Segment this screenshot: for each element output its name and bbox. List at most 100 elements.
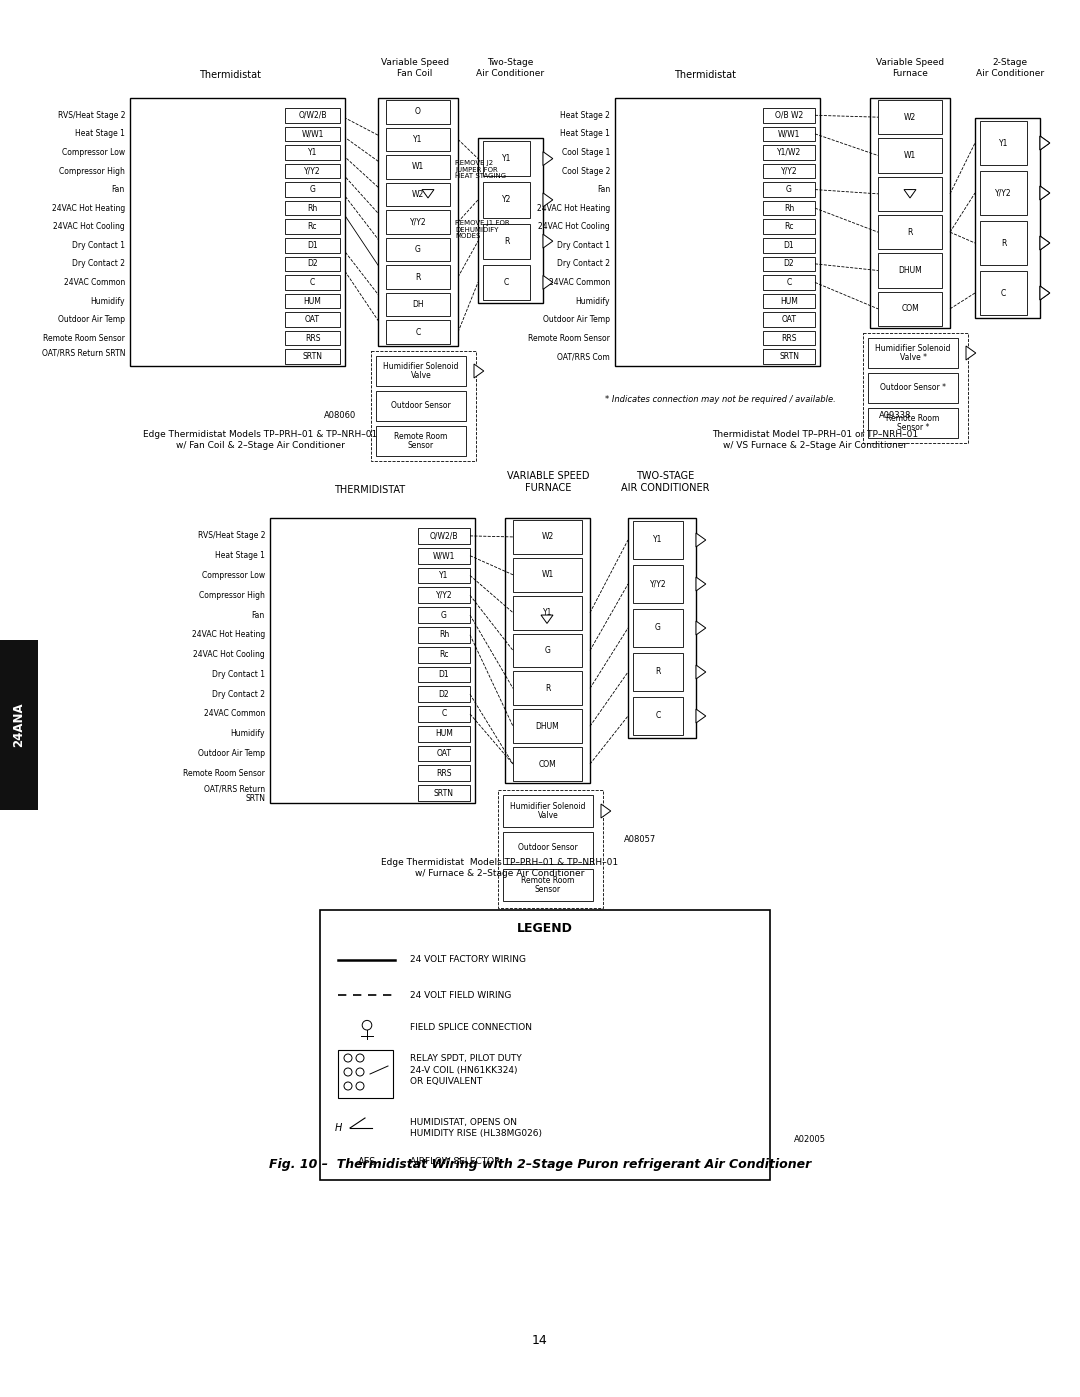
Text: Rh: Rh [308,204,318,212]
Bar [762,145,815,159]
Bar [633,564,683,604]
Text: Compressor Low: Compressor Low [62,148,125,156]
Text: FIELD SPLICE CONNECTION: FIELD SPLICE CONNECTION [410,1024,532,1032]
Polygon shape [1040,286,1050,300]
Text: Compressor Low: Compressor Low [202,571,265,580]
Bar [980,170,1027,215]
Text: Fan: Fan [597,184,610,194]
Text: Outdoor Air Temp: Outdoor Air Temp [543,316,610,324]
Text: Y/Y2: Y/Y2 [305,166,321,176]
Text: LEGEND: LEGEND [517,922,572,935]
Bar [483,224,530,258]
Text: Dry Contact 2: Dry Contact 2 [212,690,265,698]
Polygon shape [696,665,706,679]
Bar [0,640,38,810]
Text: Remote Room Sensor: Remote Room Sensor [528,334,610,342]
Bar [418,627,470,643]
Bar [285,127,340,141]
Text: C: C [504,278,509,286]
Bar [418,528,470,543]
Circle shape [362,1020,372,1030]
Bar [483,182,530,218]
Text: Outdoor Sensor: Outdoor Sensor [391,401,450,411]
Text: 24VAC Hot Cooling: 24VAC Hot Cooling [538,222,610,232]
Text: Thermidistat Model TP–PRH–01 or TP–NRH–01
w/ VS Furnace & 2–Stage Air Conditione: Thermidistat Model TP–PRH–01 or TP–NRH–0… [712,430,918,450]
Bar [418,785,470,800]
Text: 24ANA: 24ANA [13,703,26,747]
Text: Edge Thermidistat Models TP–PRH–01 & TP–NRH–01
w/ Fan Coil & 2–Stage Air Conditi: Edge Thermidistat Models TP–PRH–01 & TP–… [143,430,377,450]
Text: THERMIDISTAT: THERMIDISTAT [335,485,406,495]
Text: D2: D2 [784,260,794,268]
Text: Fan: Fan [252,610,265,619]
Bar [285,275,340,289]
Bar [513,672,582,705]
Text: G: G [907,190,913,198]
Text: Y1: Y1 [543,608,552,617]
Bar [762,127,815,141]
Text: SRTN: SRTN [302,352,323,362]
Text: Y2: Y2 [502,196,511,204]
Bar [483,141,530,176]
Text: 24VAC Hot Heating: 24VAC Hot Heating [52,204,125,212]
Bar [498,789,603,908]
Text: D1: D1 [438,671,449,679]
Text: A02005: A02005 [794,1136,826,1144]
Text: G: G [441,610,447,619]
Text: OAT/RRS Com: OAT/RRS Com [557,352,610,362]
Bar [513,595,582,630]
Bar [503,833,593,863]
Polygon shape [541,615,553,623]
Text: Remote Room
Sensor: Remote Room Sensor [522,876,575,894]
Bar [386,127,450,151]
Bar [372,351,476,461]
Text: G: G [544,645,551,655]
Bar [513,520,582,553]
Text: Variable Speed
Furnace: Variable Speed Furnace [876,59,944,78]
Text: Heat Stage 1: Heat Stage 1 [76,130,125,138]
Polygon shape [966,346,976,360]
Bar [418,647,470,662]
Text: C: C [786,278,792,286]
Text: C: C [1001,289,1007,298]
Polygon shape [1040,136,1050,149]
Bar [627,518,696,738]
Text: * Indicates connection may not be required / available.: * Indicates connection may not be requir… [605,395,836,405]
Polygon shape [1040,186,1050,200]
Bar [762,237,815,253]
Text: Thermidistat: Thermidistat [674,70,735,80]
Bar [868,338,958,367]
Text: OAT/RRS Return: OAT/RRS Return [204,785,265,793]
Polygon shape [1040,186,1050,200]
Text: O/W2/B: O/W2/B [298,110,327,120]
Bar [868,408,958,439]
Text: Dry Contact 1: Dry Contact 1 [212,671,265,679]
Bar [418,548,470,563]
Bar [285,163,340,179]
Polygon shape [543,193,553,207]
Polygon shape [696,534,706,548]
Text: RVS/Heat Stage 2: RVS/Heat Stage 2 [198,531,265,541]
Bar [762,293,815,309]
Text: Outdoor Air Temp: Outdoor Air Temp [58,316,125,324]
Text: Y1: Y1 [414,136,422,144]
Text: RRS: RRS [305,334,321,342]
Text: Humidifier Solenoid
Valve: Humidifier Solenoid Valve [383,362,459,380]
Bar [980,122,1027,165]
Text: W/W1: W/W1 [778,130,800,138]
Bar [320,909,770,1180]
Bar [285,349,340,365]
Bar [285,313,340,327]
Text: AIRFLOW SELECTOR: AIRFLOW SELECTOR [410,1158,500,1166]
Text: AFS: AFS [357,1157,376,1166]
Text: O/W2/B: O/W2/B [430,531,458,541]
Bar [762,331,815,345]
Bar [418,608,470,623]
Text: Humidify: Humidify [576,296,610,306]
Bar [513,710,582,743]
Text: W/W1: W/W1 [301,130,324,138]
Text: A09338: A09338 [879,411,912,419]
Text: OAT/RRS Return SRTN: OAT/RRS Return SRTN [41,348,125,358]
Bar [762,201,815,215]
Polygon shape [904,190,916,198]
Text: W/W1: W/W1 [433,552,455,560]
